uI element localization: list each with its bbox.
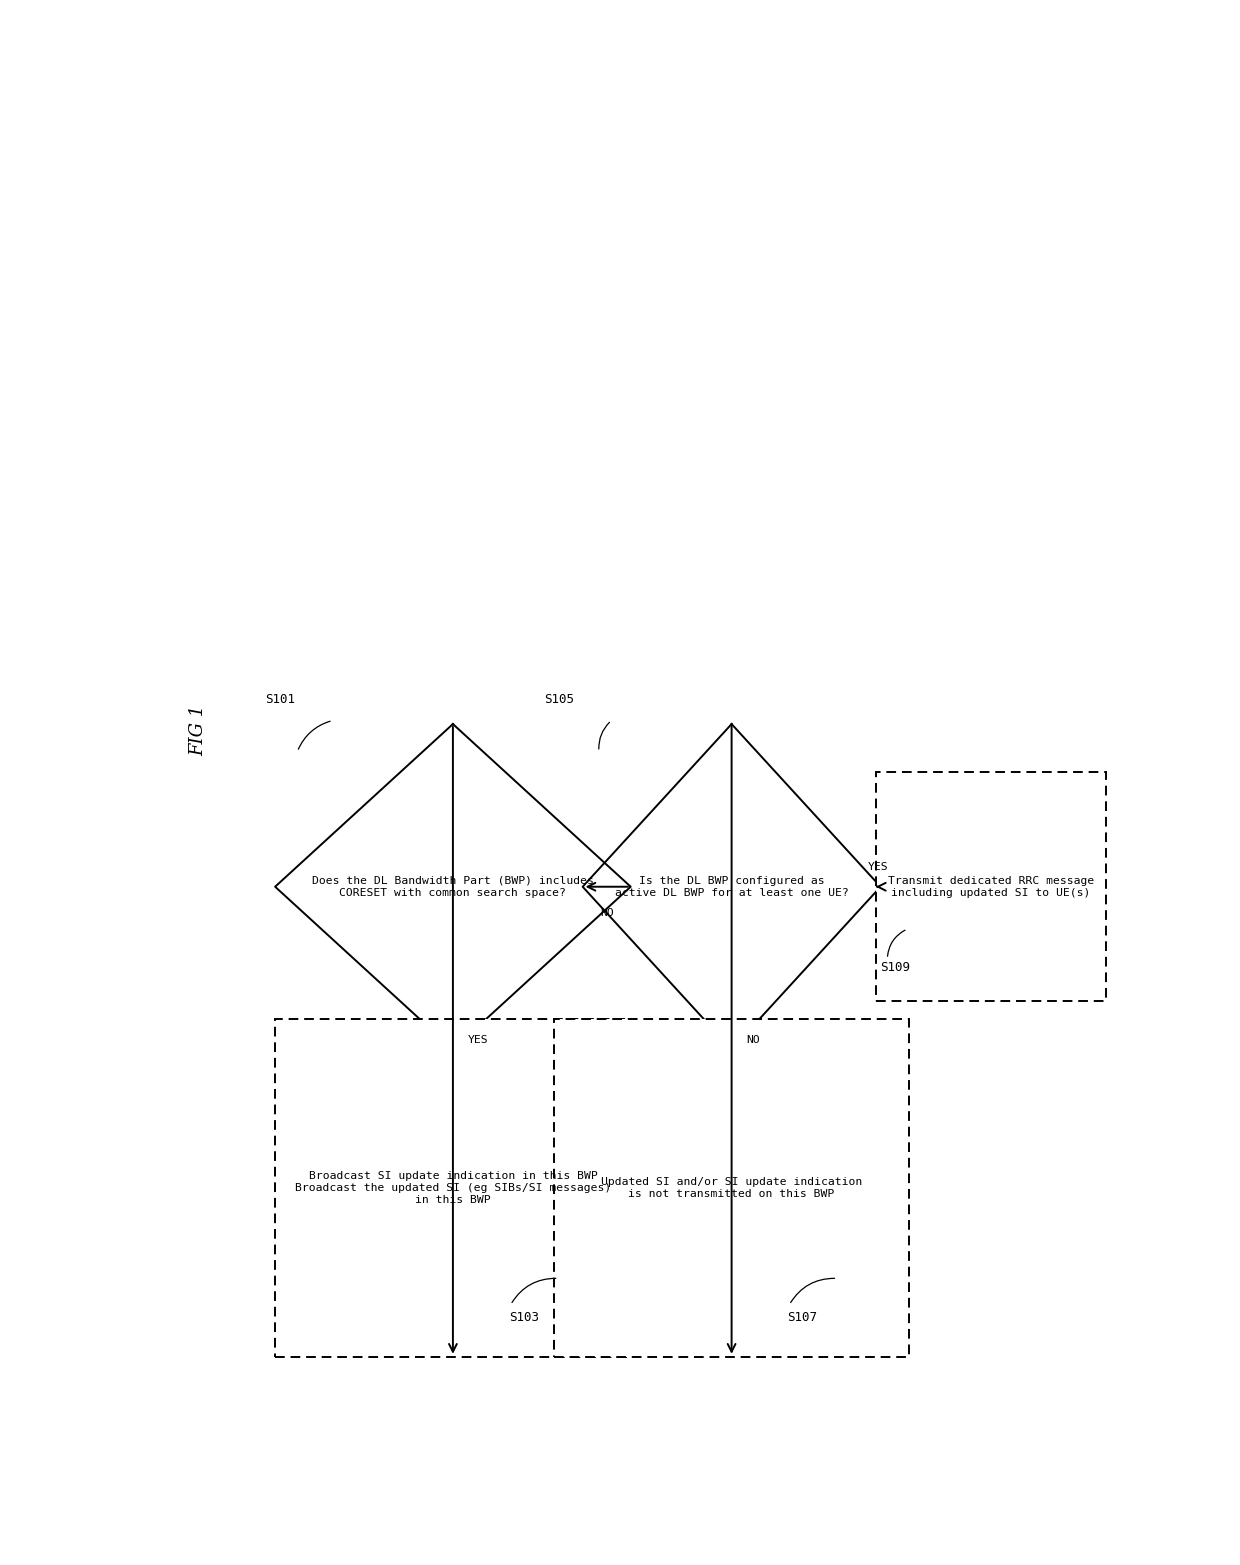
FancyBboxPatch shape bbox=[875, 772, 1106, 1002]
Text: Updated SI and/or SI update indication
is not transmitted on this BWP: Updated SI and/or SI update indication i… bbox=[601, 1177, 862, 1199]
Text: NO: NO bbox=[746, 1036, 760, 1045]
Text: YES: YES bbox=[467, 1036, 489, 1045]
Text: Transmit dedicated RRC message
including updated SI to UE(s): Transmit dedicated RRC message including… bbox=[888, 876, 1094, 898]
FancyBboxPatch shape bbox=[554, 1019, 909, 1357]
Text: S109: S109 bbox=[880, 961, 910, 975]
Text: S107: S107 bbox=[787, 1311, 817, 1324]
Text: Broadcast SI update indication in this BWP
Broadcast the updated SI (eg SIBs/SI : Broadcast SI update indication in this B… bbox=[295, 1171, 611, 1205]
Text: YES: YES bbox=[868, 862, 889, 872]
Text: NO: NO bbox=[600, 908, 614, 919]
Text: Is the DL BWP configured as
active DL BWP for at least one UE?: Is the DL BWP configured as active DL BW… bbox=[615, 876, 848, 898]
Text: S101: S101 bbox=[265, 693, 295, 706]
FancyBboxPatch shape bbox=[275, 1019, 631, 1357]
Text: S105: S105 bbox=[544, 693, 574, 706]
Text: Does the DL Bandwidth Part (BWP) includes
CORESET with common search space?: Does the DL Bandwidth Part (BWP) include… bbox=[312, 876, 594, 898]
Text: S103: S103 bbox=[508, 1311, 538, 1324]
Text: FIG 1: FIG 1 bbox=[190, 704, 207, 756]
